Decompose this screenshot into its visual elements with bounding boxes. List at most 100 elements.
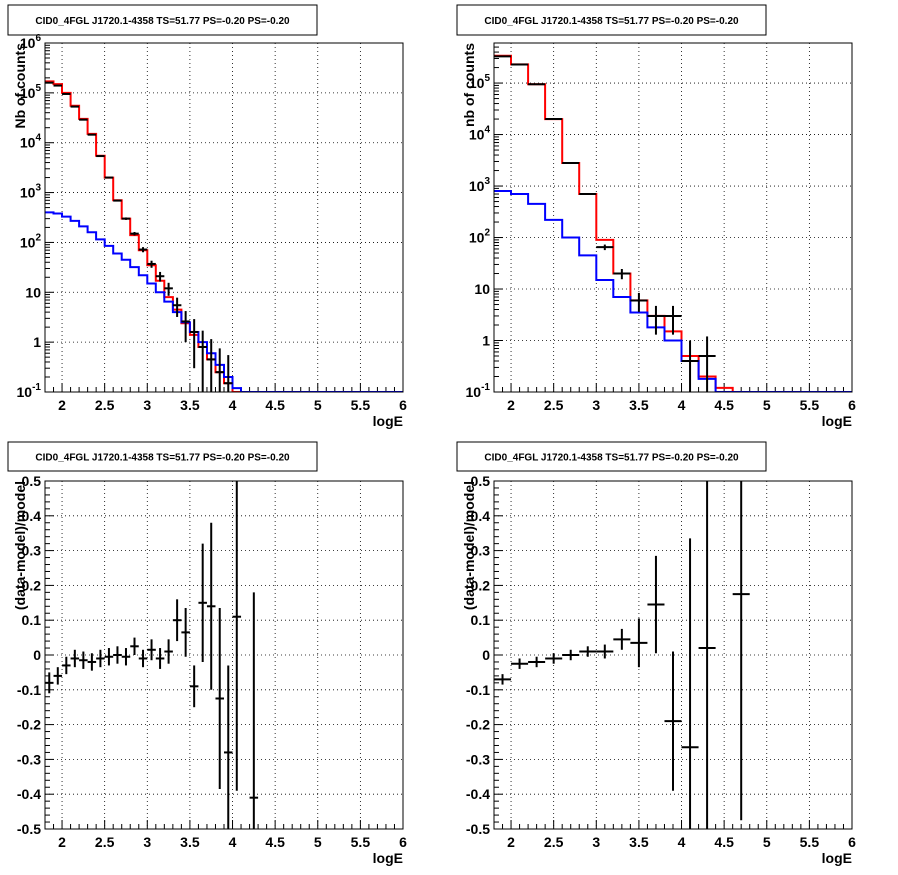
data-point [664, 305, 682, 335]
x-tick-label: 3 [592, 397, 600, 413]
data-point [70, 649, 80, 668]
y-tick-exponent: 4 [35, 133, 41, 144]
data-point [104, 648, 114, 666]
plot-frame [44, 42, 404, 393]
y-tick-base: 10 [469, 127, 485, 143]
x-tick-label: 4.5 [265, 397, 285, 413]
data-point [596, 244, 614, 251]
plot-frame [493, 42, 853, 393]
title-box [7, 4, 318, 36]
x-tick-label: 4 [678, 397, 686, 413]
data-point [579, 193, 597, 196]
data-point [96, 649, 105, 668]
x-tick-label: 5 [763, 397, 771, 413]
x-tick-label: 2.5 [95, 834, 115, 850]
y-tick-label: -0.4 [466, 786, 490, 802]
x-tick-label: 6 [848, 834, 856, 850]
y-tick-base: 10 [17, 384, 33, 400]
data-point [579, 646, 597, 657]
data-point [545, 653, 563, 664]
panel-top-left-counts: CID0_4FGL J1720.1-4358 TS=51.77 PS=-0.20… [7, 4, 407, 429]
data-point [104, 176, 114, 179]
data-point [121, 648, 131, 666]
data-point [698, 336, 716, 392]
data-point [681, 340, 699, 392]
data-point [664, 651, 682, 791]
data-point [732, 481, 750, 821]
y-tick-label: 1 [482, 333, 490, 349]
y-tick-base: 10 [466, 384, 482, 400]
data-point [130, 637, 139, 655]
y-tick-label: 0.4 [471, 508, 491, 524]
y-tick-label: 106 [20, 33, 42, 51]
x-tick-label: 2.5 [95, 397, 115, 413]
y-tick-label: 103 [469, 176, 491, 194]
data-point [698, 481, 716, 829]
x-tick-label: 3.5 [629, 397, 649, 413]
y-tick-label: 0.1 [22, 612, 42, 628]
data-point [224, 665, 233, 829]
y-tick-label: -0.3 [466, 751, 490, 767]
title-box [456, 4, 767, 36]
plot-area [45, 481, 403, 829]
y-tick-label: -0.1 [17, 682, 41, 698]
x-tick-label: 4 [229, 397, 237, 413]
y-tick-exponent: -1 [32, 382, 41, 393]
y-tick-label: 10 [474, 281, 490, 297]
x-axis-title: logE [373, 850, 403, 866]
data-point [172, 297, 182, 317]
data-point [189, 319, 199, 369]
y-axis-title: (data-model)/model [12, 481, 28, 610]
data-point [53, 667, 63, 685]
data-point [181, 311, 190, 343]
y-tick-exponent: 5 [35, 83, 41, 94]
y-tick-label: -0.1 [466, 682, 490, 698]
y-tick-label: 105 [469, 73, 491, 91]
panel-top-right-counts: CID0_4FGL J1720.1-4358 TS=51.77 PS=-0.20… [456, 4, 856, 429]
data-point [249, 592, 259, 829]
y-tick-base: 10 [20, 85, 36, 101]
x-tick-label: 2 [58, 397, 66, 413]
data-point [164, 639, 173, 664]
y-tick-label: 105 [20, 83, 42, 101]
data-point [562, 162, 580, 165]
y-tick-label: 0.3 [471, 543, 491, 559]
y-tick-exponent: 3 [35, 183, 41, 194]
data-point [206, 339, 216, 392]
series-group [45, 481, 259, 829]
y-tick-exponent: 6 [35, 33, 41, 44]
data-point [198, 330, 207, 392]
data-point [147, 260, 156, 268]
x-tick-label: 2 [507, 834, 515, 850]
component-model-histogram [494, 190, 852, 392]
x-tick-label: 6 [399, 397, 407, 413]
data-point [232, 481, 242, 791]
y-tick-base: 10 [20, 135, 36, 151]
x-tick-label: 6 [848, 397, 856, 413]
x-tick-label: 5 [314, 834, 322, 850]
x-tick-label: 5.5 [800, 834, 820, 850]
data-point [215, 608, 224, 789]
data-point [189, 665, 199, 708]
x-tick-label: 2.5 [544, 397, 564, 413]
panel-bottom-right-residuals: CID0_4FGL J1720.1-4358 TS=51.77 PS=-0.20… [456, 441, 856, 866]
data-point [596, 644, 614, 659]
y-tick-exponent: -1 [481, 382, 490, 393]
y-tick-base: 10 [469, 178, 485, 194]
y-tick-exponent: 5 [484, 73, 490, 84]
x-tick-label: 2 [507, 397, 515, 413]
x-tick-label: 5.5 [800, 397, 820, 413]
y-tick-label: 0 [33, 647, 41, 663]
data-point [45, 672, 54, 694]
y-tick-label: 0.2 [471, 577, 491, 593]
y-tick-label: -0.3 [17, 751, 41, 767]
x-tick-label: 2 [58, 834, 66, 850]
y-tick-label: 0.3 [22, 543, 42, 559]
y-tick-label: 104 [20, 133, 42, 151]
data-point [613, 268, 631, 280]
x-tick-label: 3.5 [180, 397, 200, 413]
data-point [113, 646, 122, 664]
title-box [7, 441, 318, 472]
x-tick-label: 5.5 [351, 834, 371, 850]
